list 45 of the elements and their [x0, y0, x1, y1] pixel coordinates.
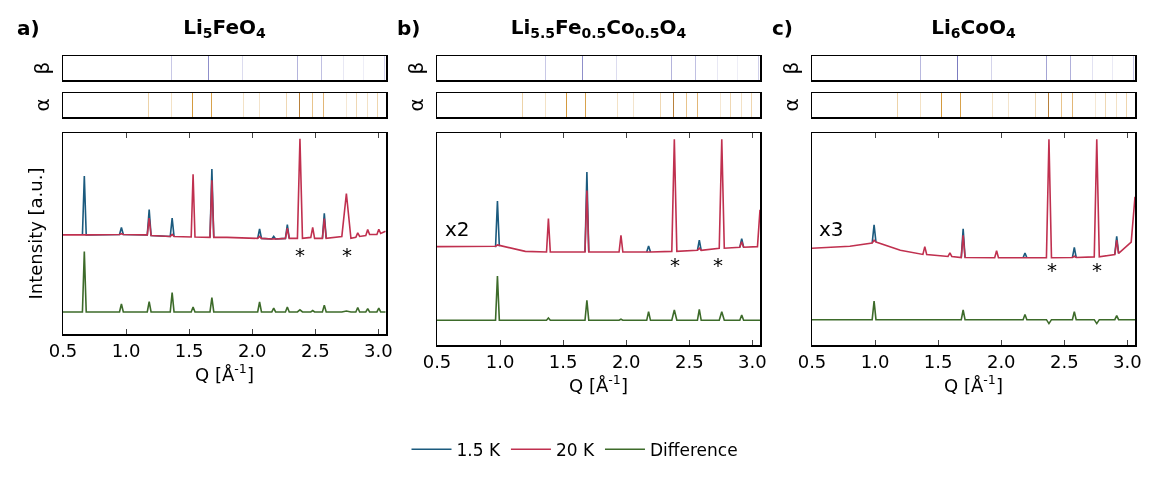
- chart-title: Li$_{5}$FeO$_{4}$: [183, 15, 267, 42]
- x-tick-label: 2.5: [301, 340, 330, 362]
- annotation: *: [1092, 258, 1102, 282]
- annotation: *: [670, 253, 680, 277]
- text: b): [397, 16, 421, 40]
- chart-title: Li$_{5.5}$Fe$_{0.5}$Co$_{0.5}$O$_{4}$: [510, 15, 687, 42]
- chart-title: Li$_{6}$CoO$_{4}$: [931, 15, 1017, 42]
- x-tick-label: 1.0: [111, 340, 141, 362]
- x-tick-label: 1.5: [548, 351, 578, 373]
- x-tick-label: 2.5: [1050, 351, 1079, 373]
- x-tick-label: 2.0: [986, 351, 1016, 373]
- x-tick-label: 0.5: [48, 340, 78, 362]
- x-axis-title: Q [Å$^{-1}$]: [944, 372, 1003, 396]
- x-tick-label: 1.5: [174, 340, 204, 362]
- x-tick-label: 1.5: [923, 351, 953, 373]
- annotation: *: [295, 243, 305, 267]
- y-axis-title: α: [404, 98, 429, 112]
- x-tick-label: 2.0: [611, 351, 641, 373]
- legend-label: 1.5 K: [456, 439, 501, 460]
- text: c): [772, 16, 793, 40]
- legend-label: 20 K: [555, 439, 595, 460]
- x-tick-label: 1.0: [860, 351, 890, 373]
- y-axis-title: α: [779, 98, 804, 112]
- y-axis-title: β: [30, 61, 55, 75]
- y-axis-title: α: [30, 98, 55, 112]
- x-axis-title: Q [Å$^{-1}$]: [569, 372, 628, 396]
- x-tick-label: 0.5: [797, 351, 827, 373]
- x-tick-label: 3.0: [1113, 351, 1142, 373]
- x-tick-label: 2.0: [237, 340, 267, 362]
- annotation: x2: [445, 217, 470, 241]
- y-axis-title: β: [404, 61, 429, 75]
- text: a): [17, 16, 40, 40]
- y-axis-title: Intensity [a.u.]: [24, 167, 46, 300]
- x-tick-label: 1.0: [485, 351, 515, 373]
- legend-label: Difference: [649, 439, 738, 460]
- x-tick-label: 2.5: [675, 351, 704, 373]
- x-axis-title: Q [Å$^{-1}$]: [195, 361, 254, 385]
- x-tick-label: 3.0: [364, 340, 393, 362]
- annotation: *: [342, 243, 352, 267]
- x-tick-label: 3.0: [738, 351, 767, 373]
- annotation: x3: [819, 217, 844, 241]
- annotation: *: [1047, 258, 1057, 282]
- y-axis-title: β: [779, 61, 804, 75]
- annotation: *: [713, 253, 723, 277]
- x-tick-label: 0.5: [422, 351, 452, 373]
